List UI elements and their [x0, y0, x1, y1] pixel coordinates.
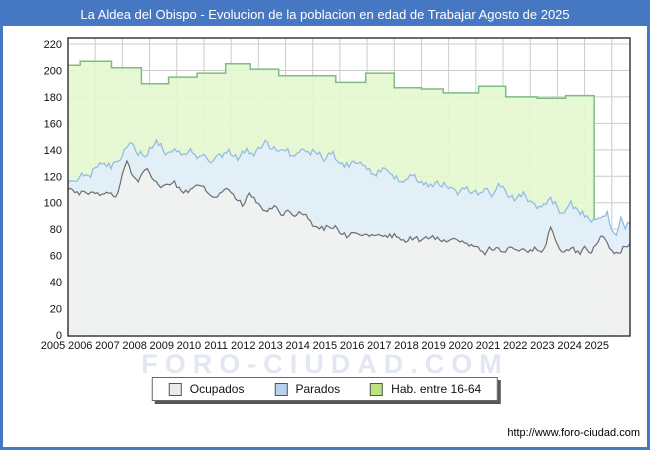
- legend-item-parados: Parados: [274, 382, 340, 396]
- svg-text:180: 180: [44, 92, 62, 104]
- svg-text:2025: 2025: [585, 340, 609, 352]
- svg-text:2011: 2011: [204, 340, 228, 352]
- source-url: http://www.foro-ciudad.com: [507, 427, 640, 439]
- svg-text:120: 120: [44, 171, 62, 183]
- svg-text:140: 140: [44, 145, 62, 157]
- svg-text:2021: 2021: [476, 340, 500, 352]
- legend-label-parados: Parados: [295, 382, 341, 396]
- parados-swatch: [274, 382, 288, 396]
- svg-text:20: 20: [50, 304, 62, 316]
- x-axis-labels: 2005 2006 2007 2008 2009 2010 2011 2012 2013 2014…: [41, 340, 609, 352]
- ocupados-line: [67, 159, 631, 256]
- hab-16-64-swatch: [370, 382, 384, 396]
- svg-text:2009: 2009: [150, 340, 174, 352]
- svg-text:2022: 2022: [503, 340, 527, 352]
- svg-text:200: 200: [44, 65, 62, 77]
- svg-text:2013: 2013: [258, 340, 282, 352]
- legend-label-hab-16-64: Hab. entre 16-64: [391, 382, 482, 396]
- ocupados-area: [68, 161, 630, 335]
- svg-text:160: 160: [44, 118, 62, 130]
- hab-16-64-line: [68, 60, 595, 221]
- plot-border: [67, 37, 631, 337]
- svg-text:2006: 2006: [68, 340, 92, 352]
- svg-text:2024: 2024: [557, 340, 581, 352]
- legend-item-hab-16-64: Hab. entre 16-64: [370, 382, 481, 396]
- svg-text:40: 40: [50, 277, 62, 289]
- svg-text:60: 60: [50, 251, 62, 263]
- svg-text:2017: 2017: [367, 340, 391, 352]
- svg-text:80: 80: [50, 224, 62, 236]
- svg-text:2015: 2015: [313, 340, 337, 352]
- svg-text:2008: 2008: [122, 340, 146, 352]
- svg-text:2016: 2016: [340, 340, 364, 352]
- svg-text:2005: 2005: [41, 340, 65, 352]
- ocupados-swatch: [168, 382, 182, 396]
- svg-text:100: 100: [44, 198, 62, 210]
- svg-text:2020: 2020: [449, 340, 473, 352]
- svg-text:220: 220: [44, 39, 62, 51]
- chart-title: La Aldea del Obispo - Evolucion de la po…: [80, 7, 570, 22]
- legend: Ocupados Parados Hab. entre 16-64: [151, 377, 499, 401]
- title-bar: La Aldea del Obispo - Evolucion de la po…: [3, 3, 647, 26]
- parados-line: [67, 138, 631, 237]
- svg-text:2018: 2018: [394, 340, 418, 352]
- legend-label-ocupados: Ocupados: [189, 382, 245, 396]
- y-axis-labels: 0 20 40 60 80 100 120 140 160 180 200 220: [44, 39, 62, 342]
- svg-text:2007: 2007: [95, 340, 119, 352]
- svg-text:2023: 2023: [530, 340, 554, 352]
- svg-text:2012: 2012: [231, 340, 255, 352]
- legend-item-ocupados: Ocupados: [168, 382, 245, 396]
- svg-text:2019: 2019: [421, 340, 445, 352]
- svg-text:0: 0: [56, 330, 62, 342]
- svg-text:2010: 2010: [177, 340, 201, 352]
- svg-text:2014: 2014: [285, 340, 309, 352]
